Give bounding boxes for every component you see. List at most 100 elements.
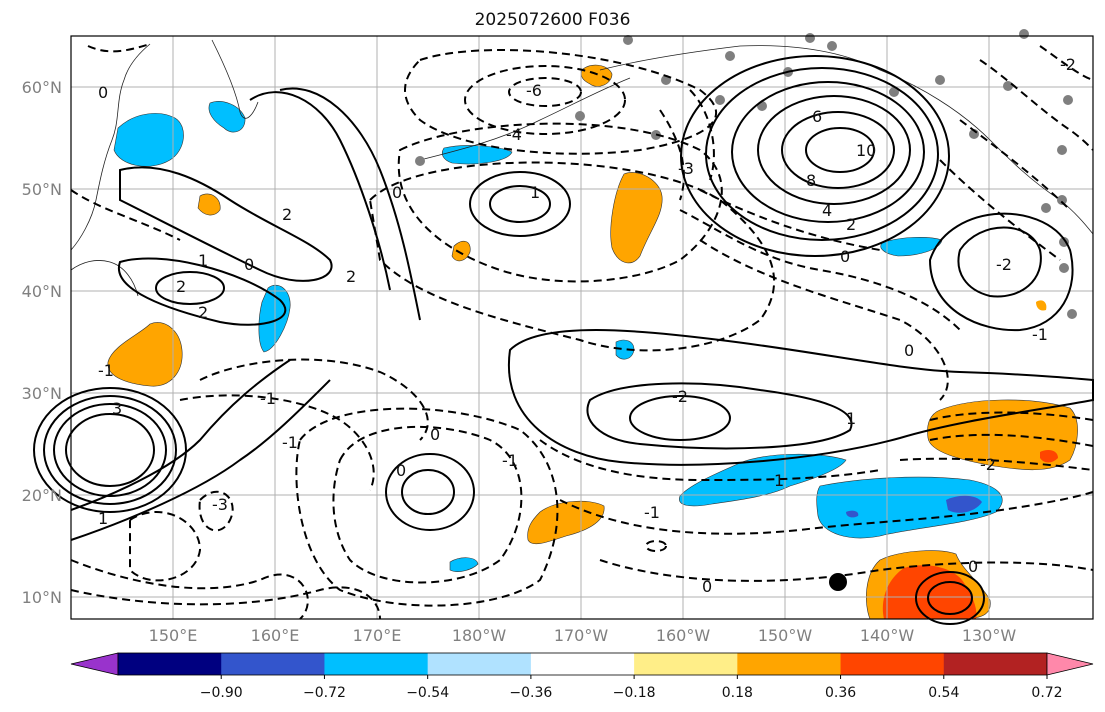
contour-line [559,491,1094,535]
contour-label: 1 [198,251,208,270]
station-dot [1057,195,1067,205]
contour-line [65,413,155,487]
contour-line [929,411,1094,421]
contour-line [899,457,1094,471]
contour-line [469,171,571,237]
station-dot [805,33,815,43]
shade-red [1040,450,1058,463]
contour-label: 8 [806,171,816,190]
contour-label: -1 [644,503,660,522]
coastline-kamchatka [211,39,259,119]
contour-label: 0 [430,425,440,444]
colorbar-tick-label: −0.72 [303,685,346,701]
lon-labels: 150°E 160°E 170°E 180°W 170°W 160°W 150°… [149,626,1017,645]
contour-label: -4 [506,125,522,144]
contour-label: 2 [176,277,186,296]
contour-line [401,469,455,515]
station-dot [1057,145,1067,155]
lon-label: 170°W [554,626,609,645]
contour-line [397,122,723,283]
colorbar-ticks: −0.90 −0.72 −0.54 −0.36 −0.18 0.18 0.36 0.54 0.7… [200,675,1063,701]
storm-marker [829,573,847,591]
colorbar-extend-right [1046,652,1094,676]
station-dot [1019,29,1029,39]
contours-negative [70,43,1094,620]
contour-label: 0 [904,341,914,360]
contour-line [586,382,853,450]
contour-line [279,87,421,321]
colorbar-segment [840,653,945,675]
contour-label: 0 [244,255,254,274]
colorbar: −0.90 −0.72 −0.54 −0.36 −0.18 0.18 0.36 0.54 0.7… [70,652,1094,701]
contour-line [129,510,202,582]
station-dot [623,35,633,45]
lat-labels: 60°N 50°N 40°N 30°N 20°N 10°N [22,78,62,607]
lat-label: 10°N [22,588,62,607]
contour-line [979,59,1094,151]
contour-label: -2 [980,455,996,474]
contour-label: -2 [672,387,688,406]
colorbar-segment [221,653,325,675]
colorbar-segment [118,653,222,675]
shade-cyan [816,476,1003,539]
lon-label: 130°W [962,626,1017,645]
station-dot [889,87,899,97]
contour-line [87,43,151,53]
contour-line [1039,45,1094,81]
contour-line [70,379,331,541]
lat-label: 30°N [22,384,62,403]
contour-line [404,49,717,155]
lon-label: 150°E [149,626,198,645]
contour-line [464,65,626,135]
shade-orange [610,172,663,264]
contour-line [915,571,985,625]
colorbar-tick-label: 0.72 [1031,685,1062,701]
lat-label: 60°N [22,78,62,97]
contour-label: 6 [812,107,822,126]
contour-label: 1 [530,183,540,202]
shade-blue [946,495,982,513]
colorbar-tick-label: 0.18 [722,685,753,701]
lat-label: 50°N [22,180,62,199]
colorbar-segment [737,653,842,675]
contour-line [508,77,582,107]
contour-label: 0 [396,461,406,480]
contour-label: -1 [98,361,114,380]
shade-orange [107,322,183,387]
contour-label: -1 [282,433,298,452]
contour-label: -6 [526,81,542,100]
contour-label: 0 [968,557,978,576]
lat-label: 20°N [22,486,62,505]
contour-line [385,453,475,531]
station-dot [715,95,725,105]
contour-label: -3 [212,495,228,514]
lon-label: 160°W [656,626,711,645]
colorbar-segment [324,653,429,675]
contour-line [689,89,715,181]
contours-positive [33,55,1094,625]
map-frame [70,35,1094,620]
lat-label: 40°N [22,282,62,301]
coastline-aleutians [419,77,631,161]
lon-label: 160°E [251,626,300,645]
contour-line [249,91,391,291]
contour-line [489,185,551,223]
contour-line [43,395,177,505]
shade-cyan [880,237,943,257]
contour-line [731,81,925,223]
lon-label: 170°E [353,626,402,645]
shade-cyan [113,113,184,167]
contour-line [117,257,287,326]
contour-line [679,209,961,331]
contour-line [928,212,1074,332]
contour-label: -1 [1032,325,1048,344]
contour-label: 0 [840,247,850,266]
contour-label: 10 [856,141,876,160]
contour-label: 1 [98,509,108,528]
contour-label: 1 [774,471,784,490]
station-dot [935,75,945,85]
shade-orange [1036,300,1047,311]
contour-line [199,358,429,441]
